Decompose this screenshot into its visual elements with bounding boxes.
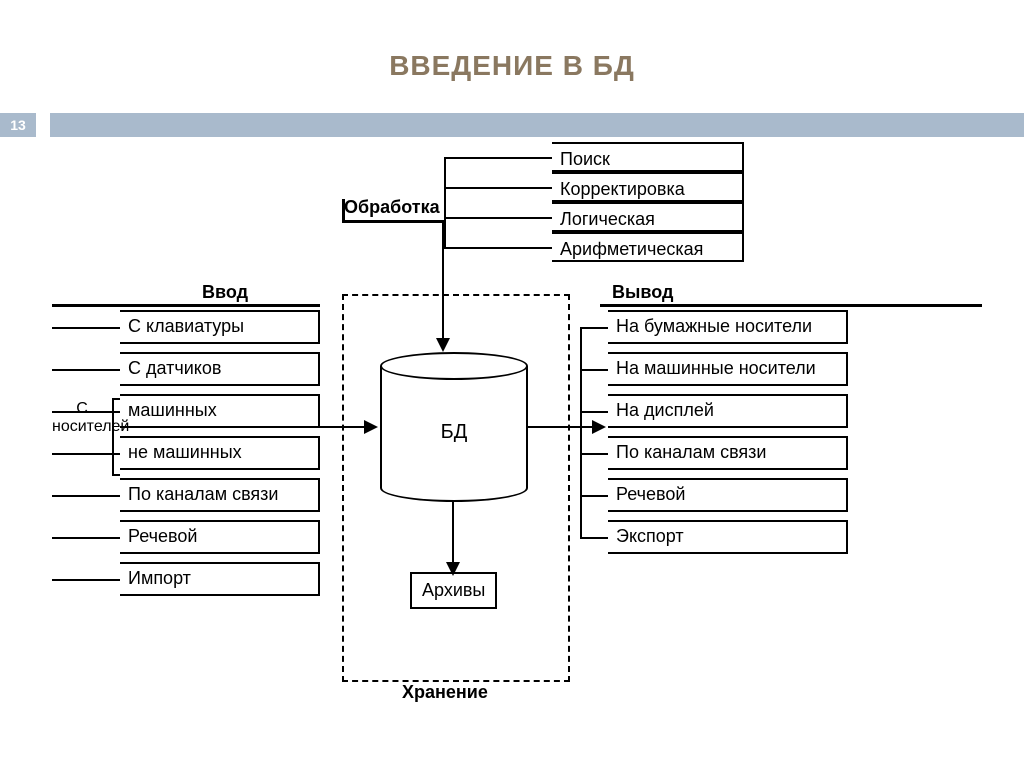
input-stub bbox=[52, 579, 120, 581]
output-stub bbox=[580, 453, 608, 455]
output-item: По каналам связи bbox=[608, 436, 848, 470]
output-stub bbox=[580, 327, 608, 329]
db-to-archive-line bbox=[452, 502, 454, 564]
input-stub bbox=[52, 369, 120, 371]
input-bracket-top bbox=[112, 398, 120, 400]
processing-stub bbox=[444, 157, 552, 159]
input-item: не машинных bbox=[120, 436, 320, 470]
processing-item: Поиск bbox=[552, 142, 744, 172]
storage-header: Хранение bbox=[402, 682, 488, 703]
db-to-output-arrow-icon bbox=[592, 420, 606, 434]
input-stub bbox=[52, 453, 120, 455]
input-header: Ввод bbox=[202, 282, 248, 303]
output-stub-trunk bbox=[580, 327, 582, 537]
slide-title: ВВЕДЕНИЕ В БД bbox=[0, 50, 1024, 82]
output-item: На машинные носители bbox=[608, 352, 848, 386]
output-header-line bbox=[600, 304, 982, 307]
output-stub bbox=[580, 369, 608, 371]
db-cylinder-top bbox=[380, 352, 528, 380]
input-item: Импорт bbox=[120, 562, 320, 596]
output-stub bbox=[580, 495, 608, 497]
input-item: машинных bbox=[120, 394, 320, 428]
processing-item: Арифметическая bbox=[552, 232, 744, 262]
processing-stub bbox=[444, 187, 552, 189]
input-stub bbox=[52, 537, 120, 539]
input-stub bbox=[52, 495, 120, 497]
db-diagram: Обработка ПоискКорректировкаЛогическаяАри… bbox=[52, 142, 982, 702]
input-bracket-v bbox=[112, 398, 114, 474]
db-cylinder-label: БД bbox=[380, 421, 528, 444]
output-header: Вывод bbox=[612, 282, 673, 303]
output-item: На дисплей bbox=[608, 394, 848, 428]
db-to-output-line bbox=[528, 426, 594, 428]
header-divider bbox=[50, 113, 1024, 137]
input-side-label: Сносителей bbox=[52, 400, 112, 435]
input-item: С клавиатуры bbox=[120, 310, 320, 344]
side-label-line2: носителей bbox=[52, 418, 112, 436]
output-item: На бумажные носители bbox=[608, 310, 848, 344]
output-stub bbox=[580, 537, 608, 539]
processing-item: Корректировка bbox=[552, 172, 744, 202]
archive-box: Архивы bbox=[410, 572, 497, 609]
input-to-db-arrow-icon bbox=[364, 420, 378, 434]
processing-stub bbox=[444, 247, 552, 249]
output-item: Речевой bbox=[608, 478, 848, 512]
processing-join bbox=[442, 220, 444, 222]
input-item: Речевой bbox=[120, 520, 320, 554]
processing-item: Логическая bbox=[552, 202, 744, 232]
input-to-db-line bbox=[320, 426, 366, 428]
processing-header: Обработка bbox=[344, 197, 440, 218]
input-item: По каналам связи bbox=[120, 478, 320, 512]
slide-number-badge: 13 bbox=[0, 113, 36, 137]
processing-stub bbox=[444, 217, 552, 219]
input-bracket-bot bbox=[112, 474, 120, 476]
processing-bracket-v bbox=[342, 199, 345, 223]
input-item: С датчиков bbox=[120, 352, 320, 386]
input-stub bbox=[52, 327, 120, 329]
output-item: Экспорт bbox=[608, 520, 848, 554]
output-stub bbox=[580, 411, 608, 413]
input-header-line bbox=[52, 304, 320, 307]
side-label-line1: С bbox=[52, 400, 112, 418]
processing-stub-trunk bbox=[444, 157, 446, 247]
processing-bracket-h bbox=[342, 220, 444, 223]
